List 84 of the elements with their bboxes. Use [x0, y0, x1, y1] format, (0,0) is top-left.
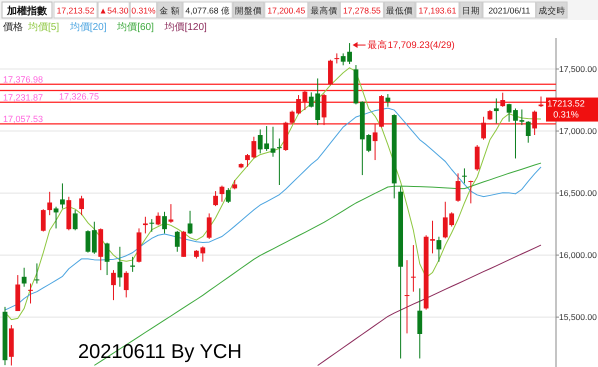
text: 17,278.55 — [342, 6, 382, 16]
candlestick — [488, 109, 492, 120]
candlestick — [226, 188, 231, 204]
candlestick — [40, 208, 46, 232]
candlestick — [47, 191, 52, 216]
candlestick — [372, 124, 378, 161]
annotation: 最高17,709.23(4/29) — [368, 39, 455, 52]
line-series — [4, 108, 542, 311]
candlestick — [474, 144, 480, 172]
candlestick — [162, 211, 167, 234]
text: 17,213.52 — [56, 6, 95, 16]
ref-line-label: 17,057.53 — [3, 114, 44, 124]
legend-title: 價格 — [3, 21, 23, 33]
candlestick — [168, 204, 174, 224]
candlestick — [79, 195, 84, 216]
candlestick — [328, 59, 333, 86]
candlestick — [456, 172, 460, 202]
candlestick — [442, 201, 448, 239]
text: 日期 — [462, 6, 480, 16]
text: ▲54.30 — [98, 6, 129, 16]
candlestick — [149, 218, 154, 232]
candlestick — [188, 210, 192, 235]
candlestick — [404, 260, 410, 334]
candlestick — [385, 94, 390, 108]
text: 均價[120] — [164, 21, 208, 33]
y-tick-label: 16,500.00 — [559, 188, 598, 198]
y-tick-label: 16,000.00 — [559, 250, 598, 260]
text: 成交時 — [538, 6, 566, 16]
candlestick — [111, 270, 116, 301]
text: 金 額 — [160, 6, 180, 16]
candlestick — [410, 244, 416, 292]
candlestick — [156, 212, 161, 226]
candlestick — [308, 92, 314, 108]
chart-title: 加權指數 — [6, 5, 48, 17]
candlestick — [142, 216, 148, 234]
text: 2021/06/11 — [488, 6, 531, 16]
text: 均價[20] — [68, 21, 107, 33]
candlestick — [538, 96, 544, 108]
ref-line-label: 17,326.75 — [59, 92, 100, 102]
y-tick-label: 17,500.00 — [559, 64, 598, 74]
candlestick — [532, 110, 538, 136]
text: 均價[60] — [116, 21, 154, 33]
text: 17,200.45 — [267, 6, 306, 16]
candlestick — [276, 138, 282, 186]
candlestick — [34, 262, 40, 284]
candlestick — [322, 93, 326, 126]
candlestick — [22, 267, 27, 288]
text: 最低價 — [386, 6, 414, 16]
candlestick — [462, 168, 467, 184]
candlestick — [130, 256, 136, 272]
candlestick — [104, 242, 110, 276]
line-series — [4, 67, 542, 320]
text: 4,077.68 億 — [185, 6, 230, 16]
text: 17,193.61 — [418, 6, 457, 16]
candlestick — [220, 185, 224, 202]
annotation: 17213.52 0.31% — [547, 98, 585, 120]
candlestick — [213, 190, 218, 207]
text: 最高價 — [310, 6, 338, 16]
text: 均價[5] — [27, 21, 60, 33]
y-tick-label: 17,000.00 — [559, 126, 598, 136]
candlestick — [417, 288, 422, 359]
candlestick — [124, 270, 129, 298]
candlestick — [72, 210, 78, 231]
candlestick — [206, 212, 212, 240]
candlestick — [449, 212, 454, 228]
candlestick — [481, 116, 486, 140]
candlestick — [28, 283, 33, 304]
candlestick — [54, 206, 58, 229]
candlestick — [500, 92, 506, 108]
candlestick — [232, 180, 238, 190]
y-tick-label: 15,500.00 — [559, 312, 598, 322]
candlestick — [366, 134, 372, 153]
candlestick — [60, 182, 65, 209]
ref-line-label: 17,376.98 — [3, 74, 44, 84]
candlestick — [468, 180, 474, 204]
line-series — [317, 244, 542, 366]
text: 0.31% — [131, 6, 156, 16]
candlestick — [117, 246, 122, 288]
ref-line-label: 17,231.87 — [3, 92, 44, 102]
candlestick — [174, 230, 180, 252]
text: 開盤價 — [235, 6, 262, 16]
candlestick — [526, 120, 531, 144]
candlestick — [436, 236, 442, 262]
candlestick — [334, 52, 340, 64]
